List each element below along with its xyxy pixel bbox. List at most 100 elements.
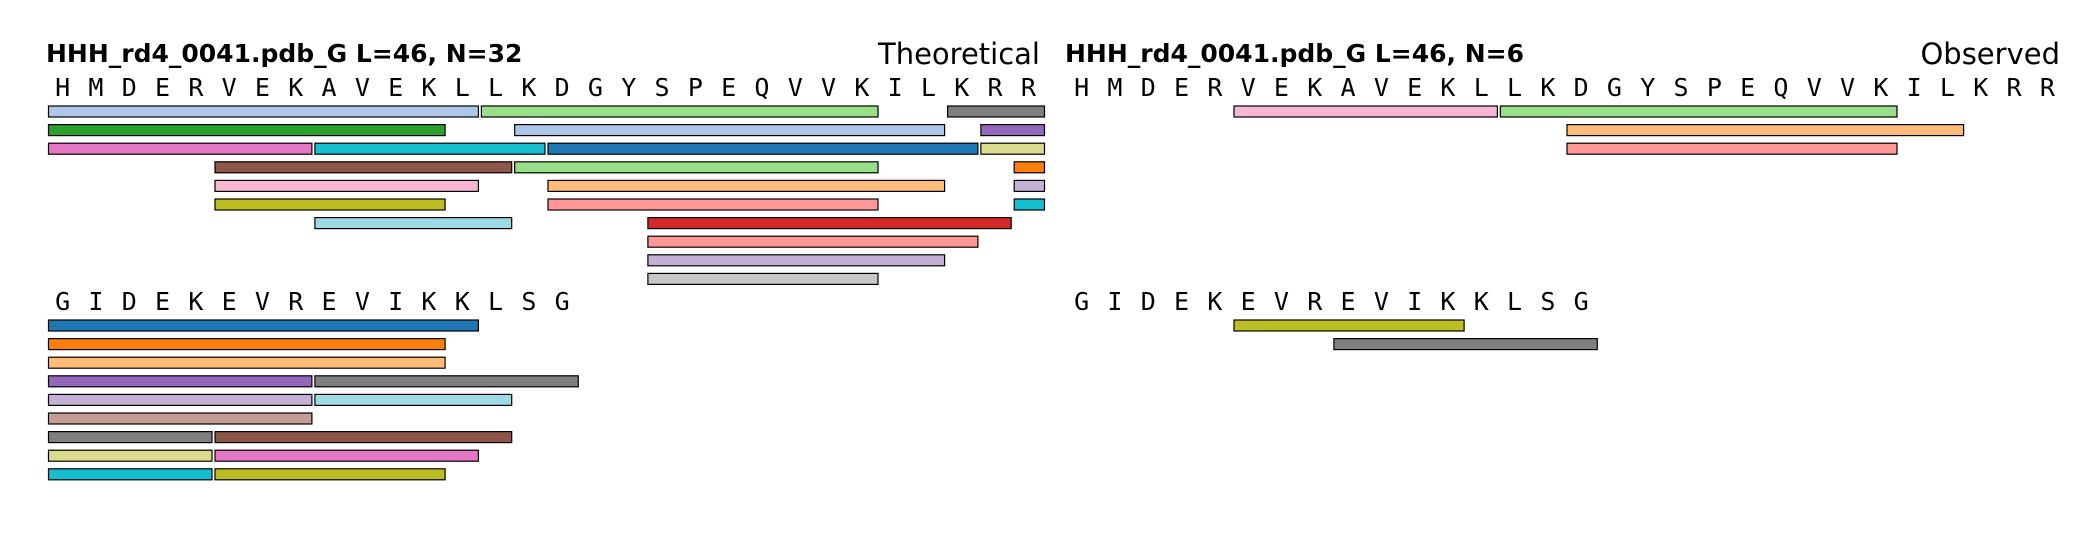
residue-letter: S [1674,73,1689,102]
residue-letter: I [388,287,403,316]
residue-letter: V [1807,73,1822,102]
peptide-bar [214,161,513,174]
peptide-bar [314,217,513,230]
residue-letter: V [355,73,370,102]
residue-letter: M [88,73,103,102]
residue-letter: E [1174,73,1189,102]
peptide-bar [47,449,213,462]
residue-letter: D [1141,73,1156,102]
residue-letter: E [155,287,170,316]
peptide-bar [47,142,313,155]
peptide-bar [1566,123,1965,137]
theoretical-panel: HHH_rd4_0041.pdb_G L=46, N=32 Theoretical… [46,37,1046,481]
residue-letter: E [255,73,270,102]
residue-letter: R [288,287,304,316]
peptide-bar [547,179,946,192]
residue-letter: K [1540,73,1555,102]
residue-letter: V [821,73,836,102]
residue-letter: D [122,287,137,316]
residue-letter: K [1474,287,1489,316]
peptide-bar [647,254,946,267]
residue-letter: K [421,73,436,102]
peptide-bar [1013,179,1046,192]
peptide-bar [1499,105,1898,118]
peptide-bar [946,105,1046,118]
residue-letter: H [1074,73,1089,102]
residue-letter: E [721,73,736,102]
peptide-bar [1566,142,1898,155]
residue-letter: M [1107,73,1122,102]
residue-letter: K [521,73,536,102]
peptide-bar [1233,319,1465,332]
residue-letter: G [555,287,570,316]
residue-letter: L [921,73,936,102]
residue-letter: A [1341,73,1356,102]
residue-letter: K [954,73,969,102]
peptide-bar [647,235,979,248]
residue-letter: E [1407,73,1422,102]
residue-letter: P [688,73,703,102]
residue-letter: L [488,287,503,316]
residue-letter: E [388,73,403,102]
peptide-bar [47,412,313,425]
residue-letter: V [1374,73,1389,102]
residue-letter: V [788,73,803,102]
residue-letter: K [1440,73,1455,102]
residue-letter: R [2040,73,2056,102]
peptide-bar [214,468,446,481]
residue-letter: I [88,287,103,316]
residue-letter: V [255,287,270,316]
residue-letter: A [322,73,337,102]
panel-title: HHH_rd4_0041.pdb_G L=46, N=32 [46,39,522,68]
residue-letter: S [1540,287,1555,316]
peptide-bar [214,449,479,462]
residue-letter: I [1107,287,1122,316]
peptide-bar [47,319,479,332]
peptide-bar [480,105,879,118]
peptide-bar [1013,198,1046,211]
residue-letter: K [1873,73,1888,102]
peptide-bar [47,123,446,137]
residue-letter: Y [621,73,636,102]
residue-letter: L [1507,73,1522,102]
residue-letter: V [1840,73,1855,102]
peptide-bar [514,161,879,174]
residue-letter: L [488,73,503,102]
peptide-bar [47,468,213,481]
residue-letter: L [1474,73,1489,102]
residue-letter: R [1207,73,1223,102]
peptide-bar [214,179,479,192]
peptide-bar [1013,161,1046,174]
residue-letter: G [55,287,70,316]
peptide-bar [314,375,579,388]
peptide-bar [47,338,446,351]
residue-letter: D [1141,287,1156,316]
residue-letter: K [1440,287,1455,316]
residue-letter: K [1973,73,1988,102]
residue-letter: K [455,287,470,316]
peptide-bar [47,356,446,369]
residue-letter: R [1021,73,1037,102]
residue-letter: E [322,287,337,316]
residue-letter: D [1574,73,1589,102]
residue-letter: I [1907,73,1922,102]
peptide-bar [214,198,446,211]
residue-letter: V [222,73,237,102]
residue-letter: V [1274,287,1289,316]
residue-letter: Y [1640,73,1655,102]
panel-title: HHH_rd4_0041.pdb_G L=46, N=6 [1065,39,1524,68]
residue-letter: D [555,73,570,102]
residue-letter: E [1740,73,1755,102]
residue-letter: G [1607,73,1622,102]
peptide-bar [647,272,879,285]
peptide-bar [647,217,1012,230]
residue-letter: E [1174,287,1189,316]
panel-label: Theoretical [877,37,1040,71]
residue-letter: K [854,73,869,102]
peptide-bar [47,375,313,388]
residue-letter: G [1074,287,1089,316]
residue-letter: E [1274,73,1289,102]
